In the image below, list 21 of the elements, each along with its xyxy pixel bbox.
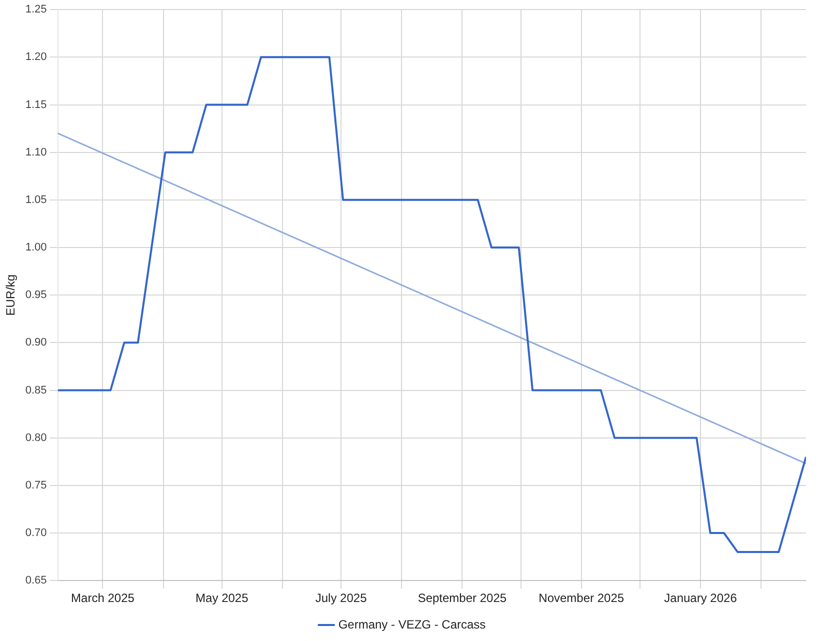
y-tick-label: 0.65 <box>25 574 47 587</box>
y-tick-label: 1.10 <box>25 146 47 158</box>
y-tick-label: 1.15 <box>25 98 47 111</box>
y-tick-label: 0.80 <box>25 432 47 444</box>
y-tick-label: 1.20 <box>25 51 47 64</box>
y-tick-label: 0.90 <box>25 336 47 349</box>
x-tick-label: November 2025 <box>538 591 624 606</box>
y-tick-label: 0.85 <box>25 384 47 396</box>
y-tick-label: 1.05 <box>25 194 47 206</box>
x-tick-label: January 2026 <box>664 591 738 606</box>
x-tick-label: March 2025 <box>71 591 135 606</box>
y-tick-label: 0.95 <box>25 289 47 302</box>
x-tick-label: July 2025 <box>315 591 368 606</box>
x-tick-label: September 2025 <box>418 591 507 606</box>
y-tick-label: 1.00 <box>25 242 47 254</box>
legend-label: Germany - VEZG - Carcass <box>338 617 486 632</box>
y-tick-label: 1.25 <box>25 4 47 16</box>
y-tick-label: 0.70 <box>25 527 47 540</box>
y-axis-title: EUR/kg <box>4 274 18 316</box>
y-tick-label: 0.75 <box>25 479 47 492</box>
x-tick-label: May 2025 <box>196 591 249 606</box>
